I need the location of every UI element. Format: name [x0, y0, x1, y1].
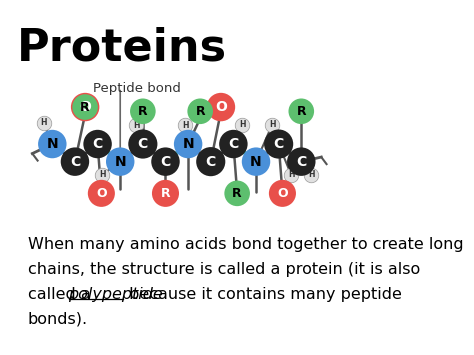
Text: N: N: [250, 155, 262, 169]
Text: N: N: [182, 137, 194, 151]
Point: [98, 191, 105, 196]
Text: C: C: [228, 137, 238, 151]
Text: Peptide bond: Peptide bond: [93, 82, 181, 95]
Point: [308, 172, 315, 178]
Text: O: O: [79, 100, 91, 114]
Point: [217, 104, 225, 110]
Text: called a: called a: [28, 287, 96, 302]
Point: [40, 120, 47, 126]
Point: [117, 159, 124, 164]
Text: O: O: [215, 100, 227, 114]
Text: chains, the structure is called a protein (it is also: chains, the structure is called a protei…: [28, 262, 420, 277]
Text: R: R: [195, 105, 205, 118]
Text: R: R: [232, 187, 242, 200]
Text: H: H: [308, 170, 315, 179]
Text: R: R: [80, 100, 90, 114]
Text: C: C: [92, 137, 103, 151]
Point: [233, 191, 241, 196]
Point: [184, 141, 192, 147]
Text: O: O: [277, 187, 288, 200]
Text: O: O: [96, 187, 107, 200]
Point: [71, 159, 79, 164]
Text: C: C: [206, 155, 216, 169]
Point: [229, 141, 237, 147]
Text: When many amino acids bond together to create long: When many amino acids bond together to c…: [28, 237, 464, 252]
Text: R: R: [161, 187, 170, 200]
Text: polypeptide: polypeptide: [69, 287, 163, 302]
Point: [207, 159, 215, 164]
Text: N: N: [46, 137, 58, 151]
Point: [99, 172, 106, 178]
Text: C: C: [138, 137, 148, 151]
Point: [252, 159, 260, 164]
Text: R: R: [296, 105, 306, 118]
Text: C: C: [296, 155, 306, 169]
Point: [275, 141, 283, 147]
Text: C: C: [273, 137, 284, 151]
Text: C: C: [160, 155, 171, 169]
Text: H: H: [269, 120, 275, 129]
Point: [182, 122, 189, 128]
Point: [94, 141, 101, 147]
Text: C: C: [70, 155, 80, 169]
Text: bonds).: bonds).: [28, 311, 88, 326]
Point: [279, 191, 286, 196]
Point: [48, 141, 56, 147]
Text: H: H: [239, 120, 246, 129]
Point: [162, 191, 169, 196]
Text: because it contains many peptide: because it contains many peptide: [124, 287, 402, 302]
Text: H: H: [288, 170, 294, 179]
Point: [196, 108, 204, 114]
Text: H: H: [99, 170, 106, 179]
Point: [298, 159, 305, 164]
Point: [82, 104, 89, 110]
Text: N: N: [114, 155, 126, 169]
Text: R: R: [138, 105, 148, 118]
Point: [162, 159, 169, 164]
Text: H: H: [182, 121, 189, 130]
Point: [139, 108, 146, 114]
Text: H: H: [40, 119, 47, 127]
Text: H: H: [133, 121, 140, 130]
Text: Proteins: Proteins: [17, 26, 227, 69]
Point: [298, 108, 305, 114]
Point: [238, 122, 246, 127]
Point: [287, 172, 295, 178]
Point: [268, 122, 276, 127]
Point: [139, 141, 146, 147]
Point: [82, 104, 89, 110]
Point: [133, 122, 140, 128]
